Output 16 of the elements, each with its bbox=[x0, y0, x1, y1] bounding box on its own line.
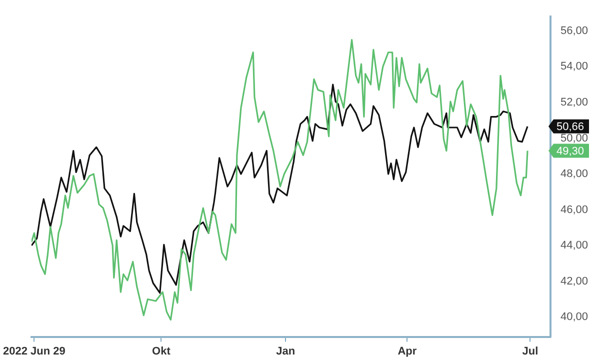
x-tick-label: Okt bbox=[152, 345, 171, 358]
x-tick-label: Jul bbox=[522, 345, 538, 358]
y-tick-label: 54,00 bbox=[560, 60, 588, 73]
x-tick-label: Apr bbox=[398, 345, 418, 358]
y-tick-label: 42,00 bbox=[560, 275, 588, 288]
annotation: 50,66 bbox=[556, 120, 584, 133]
x-tick-label: 2022 Jun 29 bbox=[3, 345, 66, 358]
y-tick-label: 40,00 bbox=[560, 311, 588, 324]
y-tick-label: 48,00 bbox=[560, 168, 588, 180]
y-tick-label: 52,00 bbox=[560, 96, 588, 108]
annotation: 49,30 bbox=[556, 145, 584, 158]
y-tick-label: 46,00 bbox=[560, 204, 588, 216]
y-tick-label: 44,00 bbox=[560, 240, 588, 252]
y-tick-label: 56,00 bbox=[560, 24, 588, 37]
y-tick-label: 50,00 bbox=[560, 132, 588, 144]
x-tick-label: Jan bbox=[276, 345, 296, 358]
